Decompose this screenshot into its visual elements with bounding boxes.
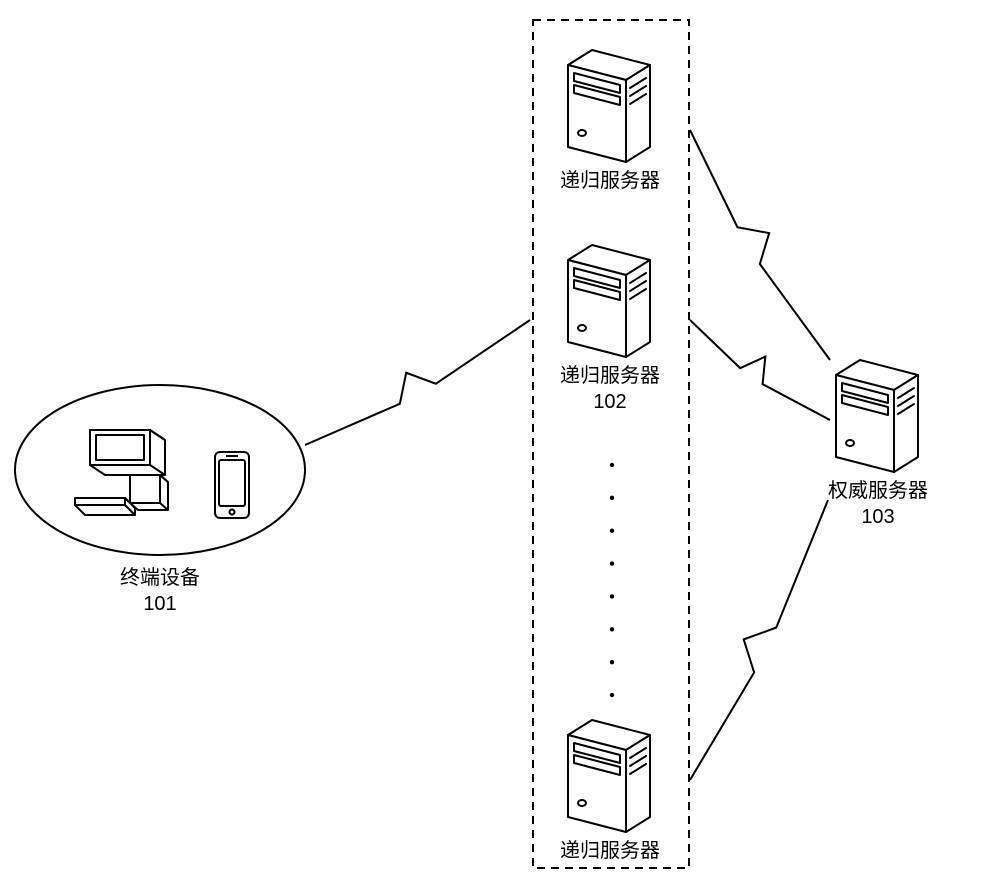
recursive-server-top-label: 递归服务器 (560, 168, 660, 194)
recursive-server-bottom-icon (560, 710, 660, 845)
recursive-server-top-icon (560, 40, 660, 175)
recursive-server-mid-label: 递归服务器 102 (560, 363, 660, 415)
ellipsis-dots (610, 463, 614, 697)
authoritative-server-icon (828, 350, 928, 485)
terminal-label-text: 终端设备 (120, 567, 200, 589)
terminal-id: 101 (143, 593, 176, 615)
diagram-stage: 终端设备 101 递归服务器 递归服务器 102 递归服务器 权威服务器 103 (0, 0, 1000, 887)
authoritative-server-label: 权威服务器 103 (828, 478, 928, 530)
recursive-server-mid-icon (560, 235, 660, 370)
recursive-server-bottom-label: 递归服务器 (560, 838, 660, 864)
connection-lines (305, 130, 830, 780)
phone-icon (210, 450, 260, 535)
pc-icon (70, 420, 180, 535)
terminal-devices-label: 终端设备 101 (120, 565, 200, 617)
